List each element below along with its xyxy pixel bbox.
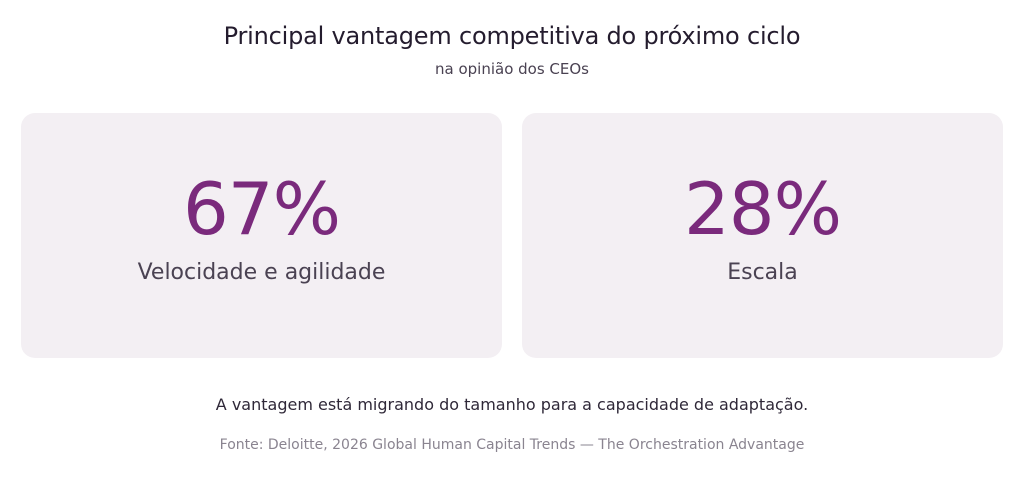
stat-card-speed: 67% Velocidade e agilidade — [21, 113, 502, 358]
stat-value: 28% — [683, 167, 842, 251]
stat-label: Escala — [727, 260, 798, 285]
page-title: Principal vantagem competitiva do próxim… — [223, 22, 801, 50]
stat-value: 67% — [182, 167, 341, 251]
stat-card-scale: 28% Escala — [522, 113, 1003, 358]
summary-note: A vantagem está migrando do tamanho para… — [215, 395, 809, 414]
source-citation: Fonte: Deloitte, 2026 Global Human Capit… — [219, 437, 805, 453]
stat-label: Velocidade e agilidade — [137, 260, 386, 285]
page-subtitle: na opinião dos CEOs — [435, 60, 589, 78]
